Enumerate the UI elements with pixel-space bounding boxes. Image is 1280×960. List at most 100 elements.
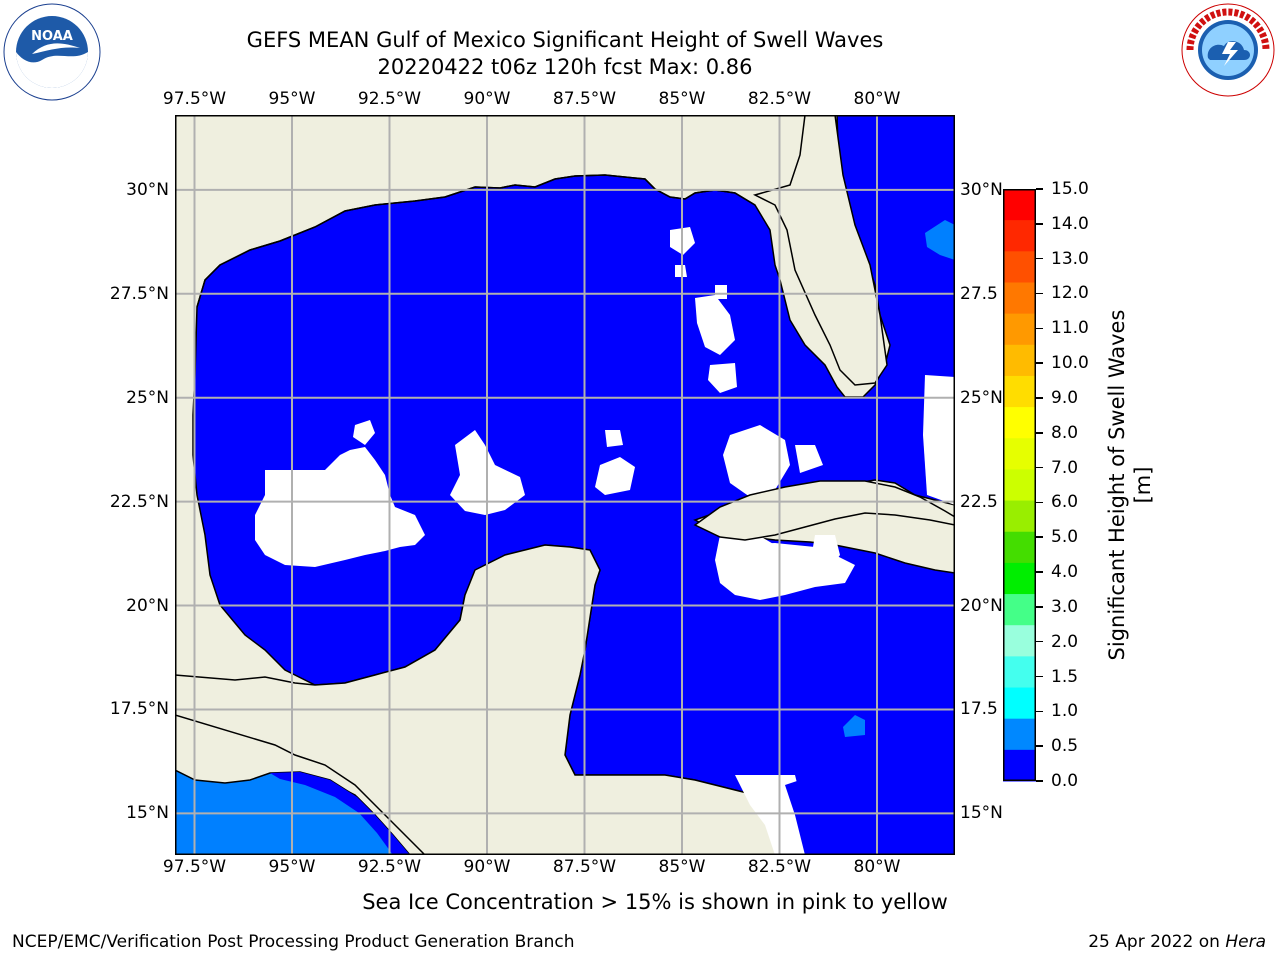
colorbar-tick-mark [1036,536,1043,538]
colorbar-tick-mark [1036,397,1043,399]
colorbar-segment [1003,718,1036,751]
svg-text:NOAA: NOAA [31,29,73,44]
colorbar-tick-label: 9.0 [1051,387,1079,408]
colorbar-label: Significant Height of Swell Waves [m] [1105,309,1155,661]
colorbar-tick-label: 14.0 [1051,213,1089,234]
colorbar-segment [1003,531,1036,564]
colorbar-segment [1003,625,1036,657]
colorbar-tick-label: 1.0 [1051,701,1079,722]
colorbar-tick-mark [1036,675,1043,678]
lon-label-bottom: 97.5°W [162,857,227,877]
colorbar-tick-mark [1036,432,1043,434]
sea-ice-footnote: Sea Ice Concentration > 15% is shown in … [362,890,948,914]
run-date-prefix: 25 Apr 2022 on [1088,932,1226,952]
lat-label-right: 15°N [960,803,1003,824]
gulf-coastline [196,174,756,308]
colorbar-segment [1003,749,1036,782]
colorbar-segment [1003,189,1036,221]
colorbar-segment [1003,562,1036,595]
colorbar-tick-label: 5.0 [1051,527,1079,548]
colorbar-segment [1003,594,1036,626]
colorbar-segment [1003,313,1036,346]
colorbar-tick-mark [1036,188,1043,190]
colorbar-tick-mark [1036,640,1043,643]
colorbar-segment [1003,344,1036,377]
noaa-logo: NOAA [3,3,101,101]
colorbar-tick-label: 7.0 [1051,457,1079,478]
colorbar-tick-label: 6.0 [1051,492,1079,513]
caribbean-swell-patch [843,715,865,737]
lat-label-left: 22.5°N [109,491,169,512]
colorbar-tick-mark [1036,606,1043,608]
colorbar-segment [1003,220,1036,252]
lon-label-top: 95°W [268,89,316,109]
colorbar-segment [1003,469,1036,502]
colorbar-tick-label: 0.0 [1051,771,1079,791]
colorbar-frame [1003,189,1036,781]
pacific-ocean-edge [270,772,410,855]
colorbar-tick-label: 4.0 [1051,562,1079,583]
lat-label-left: 17.5°N [109,699,169,720]
lat-label-left: 20°N [126,595,169,616]
lat-label-left: 27.5°N [109,283,169,304]
lon-label-bottom: 82.5°W [747,857,812,877]
lon-label-top: 80°W [853,89,901,109]
colorbar-tick-label: 0.5 [1051,736,1079,757]
colorbar-segment [1003,407,1036,439]
run-host: Hera [1225,932,1266,952]
calm-caribbean [720,543,855,600]
lat-label-left: 30°N [126,179,169,200]
colorbar-tick-mark [1036,327,1043,330]
lat-label-left: 15°N [126,803,169,824]
colorbar-tick-mark [1036,292,1043,295]
lon-label-bottom: 95°W [268,857,316,877]
colorbar-tick-mark [1036,780,1043,782]
colorbar-tick-label: 15.0 [1051,179,1089,199]
colorbar-tick-label: 11.0 [1051,318,1089,339]
lon-label-bottom: 85°W [658,857,706,877]
colorbar-tick-label: 2.0 [1051,631,1079,652]
graticule [175,115,955,855]
colorbar-segment [1003,656,1036,689]
lat-label-right: 30°N [960,179,1003,200]
lat-label-right: 27.5 [960,283,998,304]
lat-label-right: 22.5 [960,491,998,512]
colorbar-tick-mark [1036,710,1043,713]
lon-label-top: 85°W [658,89,706,109]
colorbar-tick-label: 8.0 [1051,422,1079,443]
colorbar-tick-label: 13.0 [1051,248,1089,269]
colorbar-tick-label: 1.5 [1051,666,1079,687]
colorbar-segment [1003,438,1036,470]
nws-logo [1181,3,1275,97]
colorbar-segment [1003,282,1036,315]
credit-text: NCEP/EMC/Verification Post Processing Pr… [12,932,575,952]
colorbar-tick-mark [1036,501,1043,504]
lon-label-bottom: 92.5°W [357,857,422,877]
lat-label-right: 17.5 [960,699,998,720]
colorbar-tick-label: 10.0 [1051,353,1089,374]
colorbar-tick-mark [1036,362,1043,364]
lat-label-left: 25°N [126,387,169,408]
colorbar-segment [1003,251,1036,283]
colorbar-tick-label: 3.0 [1051,596,1079,617]
map-title: GEFS MEAN Gulf of Mexico Significant Hei… [246,28,884,52]
florida-land [752,115,888,386]
yucatan-land [175,544,806,855]
colorbar-tick-label: 12.0 [1051,283,1089,304]
run-date: 25 Apr 2022 on Hera [1088,932,1266,952]
colorbar [1003,189,1036,782]
lat-label-right: 25°N [960,387,1003,408]
lon-label-bottom: 80°W [853,857,901,877]
colorbar-segment [1003,375,1036,408]
colorbar-tick-mark [1036,223,1043,225]
lon-label-top: 97.5°W [162,89,227,109]
caribbean-ocean [785,735,955,855]
atlantic-swell-patch [925,220,955,260]
lon-label-top: 82.5°W [747,89,812,109]
map-panel [175,115,955,855]
map-subtitle: 20220422 t06z 120h fcst Max: 0.86 [377,55,753,79]
lon-label-top: 87.5°W [552,89,617,109]
colorbar-tick-mark [1036,466,1043,469]
colorbar-tick-mark [1036,257,1043,260]
map-frame [175,115,955,855]
